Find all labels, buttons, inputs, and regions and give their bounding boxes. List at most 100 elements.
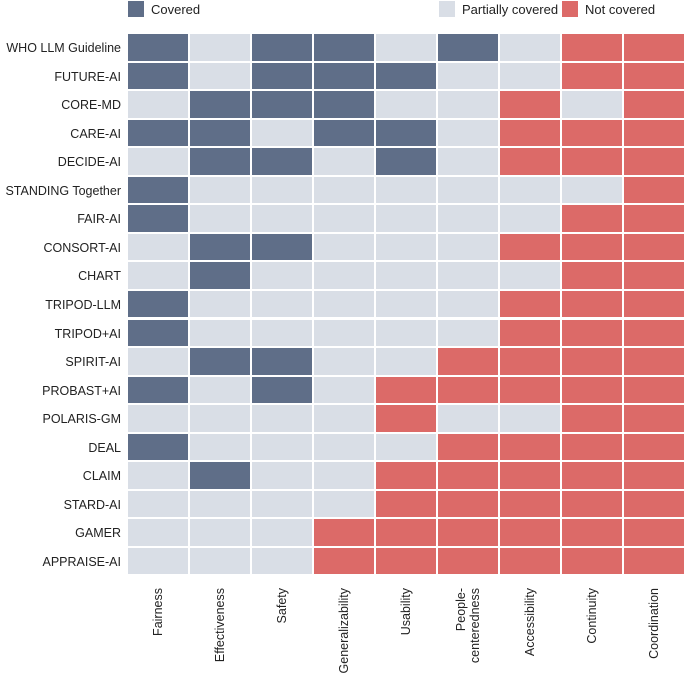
heatmap-cell bbox=[314, 148, 374, 175]
heatmap-cell bbox=[314, 490, 374, 518]
heatmap-cell bbox=[562, 433, 622, 461]
heatmap-cell bbox=[128, 34, 188, 61]
heatmap-cell bbox=[438, 233, 498, 261]
row-label: GAMER bbox=[75, 526, 121, 541]
heatmap-cell bbox=[562, 119, 622, 147]
heatmap-cell bbox=[314, 119, 374, 147]
legend-item-not-covered: Not covered bbox=[562, 1, 655, 17]
row-label: POLARIS-GM bbox=[42, 412, 122, 427]
legend-label: Partially covered bbox=[462, 1, 559, 17]
heatmap-cell bbox=[190, 433, 250, 461]
heatmap-cell bbox=[562, 176, 622, 204]
heatmap-cell bbox=[128, 262, 188, 289]
column-label: Usability bbox=[399, 588, 413, 636]
heatmap-cell bbox=[376, 462, 436, 489]
heatmap-cell bbox=[438, 433, 498, 461]
heatmap-cell bbox=[624, 91, 684, 118]
heatmap-cell bbox=[376, 433, 436, 461]
heatmap-cell bbox=[500, 519, 560, 546]
row-label: PROBAST+AI bbox=[42, 383, 121, 398]
legend-label: Covered bbox=[151, 1, 201, 17]
heatmap-cell bbox=[624, 148, 684, 175]
row-label: CLAIM bbox=[82, 469, 121, 484]
heatmap-cell bbox=[500, 176, 560, 204]
heatmap-cell bbox=[190, 547, 250, 575]
heatmap-cell bbox=[500, 34, 560, 61]
heatmap-cell bbox=[500, 148, 560, 175]
heatmap-cell bbox=[438, 148, 498, 175]
heatmap-cell bbox=[252, 262, 312, 289]
heatmap-cell bbox=[624, 348, 684, 375]
row-label: STARD-AI bbox=[63, 497, 121, 512]
heatmap-cell bbox=[252, 290, 312, 318]
heatmap-cell bbox=[314, 376, 374, 404]
column-label: People- centeredness bbox=[454, 588, 482, 664]
heatmap-cell bbox=[314, 405, 374, 432]
heatmap-cell bbox=[500, 462, 560, 489]
heatmap-cell bbox=[624, 433, 684, 461]
heatmap-cell bbox=[314, 433, 374, 461]
heatmap-cell bbox=[500, 547, 560, 575]
heatmap-cell bbox=[190, 91, 250, 118]
heatmap-cell bbox=[500, 376, 560, 404]
heatmap-cell bbox=[252, 148, 312, 175]
heatmap-cell bbox=[624, 34, 684, 61]
heatmap-cell bbox=[438, 348, 498, 375]
heatmap-cell bbox=[376, 405, 436, 432]
heatmap-cell bbox=[190, 519, 250, 546]
heatmap-cell bbox=[190, 290, 250, 318]
heatmap-cell bbox=[252, 319, 312, 347]
heatmap-cell bbox=[376, 176, 436, 204]
heatmap-cell bbox=[438, 91, 498, 118]
heatmap-cell bbox=[190, 34, 250, 61]
heatmap-cell bbox=[624, 290, 684, 318]
heatmap-cell bbox=[252, 519, 312, 546]
heatmap-cell bbox=[562, 348, 622, 375]
column-label: Coordination bbox=[647, 588, 661, 659]
heatmap-cell bbox=[128, 176, 188, 204]
heatmap-cell bbox=[376, 91, 436, 118]
row-label: STANDING Together bbox=[5, 183, 121, 198]
row-label: CORE-MD bbox=[61, 98, 121, 113]
heatmap-cell bbox=[314, 62, 374, 90]
heatmap-cell bbox=[314, 519, 374, 546]
heatmap-cell bbox=[314, 319, 374, 347]
heatmap-cell bbox=[500, 348, 560, 375]
heatmap-cell bbox=[376, 34, 436, 61]
heatmap-cell bbox=[500, 233, 560, 261]
heatmap-cell bbox=[190, 462, 250, 489]
column-label: Continuity bbox=[585, 588, 599, 644]
heatmap-cell bbox=[562, 405, 622, 432]
heatmap-cell bbox=[376, 519, 436, 546]
heatmap-cell bbox=[500, 433, 560, 461]
heatmap-cell bbox=[190, 62, 250, 90]
heatmap-cell bbox=[252, 405, 312, 432]
legend: Covered Partially covered Not covered bbox=[128, 0, 655, 18]
heatmap-cell bbox=[562, 91, 622, 118]
column-label: Safety bbox=[275, 588, 289, 624]
heatmap-cell bbox=[128, 62, 188, 90]
heatmap-cell bbox=[562, 262, 622, 289]
heatmap-cell bbox=[562, 462, 622, 489]
heatmap-cell bbox=[252, 547, 312, 575]
heatmap-cell bbox=[624, 176, 684, 204]
heatmap-cell bbox=[376, 290, 436, 318]
heatmap-cell bbox=[562, 233, 622, 261]
column-label: Effectiveness bbox=[213, 588, 227, 663]
heatmap-cell bbox=[438, 376, 498, 404]
heatmap-cell bbox=[562, 319, 622, 347]
legend-swatch-not-covered bbox=[562, 1, 578, 17]
heatmap-cell bbox=[376, 319, 436, 347]
heatmap-cell bbox=[438, 262, 498, 289]
heatmap-cell bbox=[128, 462, 188, 489]
heatmap-cell bbox=[438, 62, 498, 90]
heatmap-cell bbox=[252, 119, 312, 147]
heatmap-cell bbox=[500, 405, 560, 432]
heatmap-cell bbox=[314, 233, 374, 261]
heatmap-cell bbox=[190, 205, 250, 232]
heatmap-cell bbox=[128, 547, 188, 575]
legend-swatch-covered bbox=[128, 1, 144, 17]
heatmap-cell bbox=[376, 348, 436, 375]
heatmap-cell bbox=[624, 547, 684, 575]
heatmap-cell bbox=[438, 462, 498, 489]
